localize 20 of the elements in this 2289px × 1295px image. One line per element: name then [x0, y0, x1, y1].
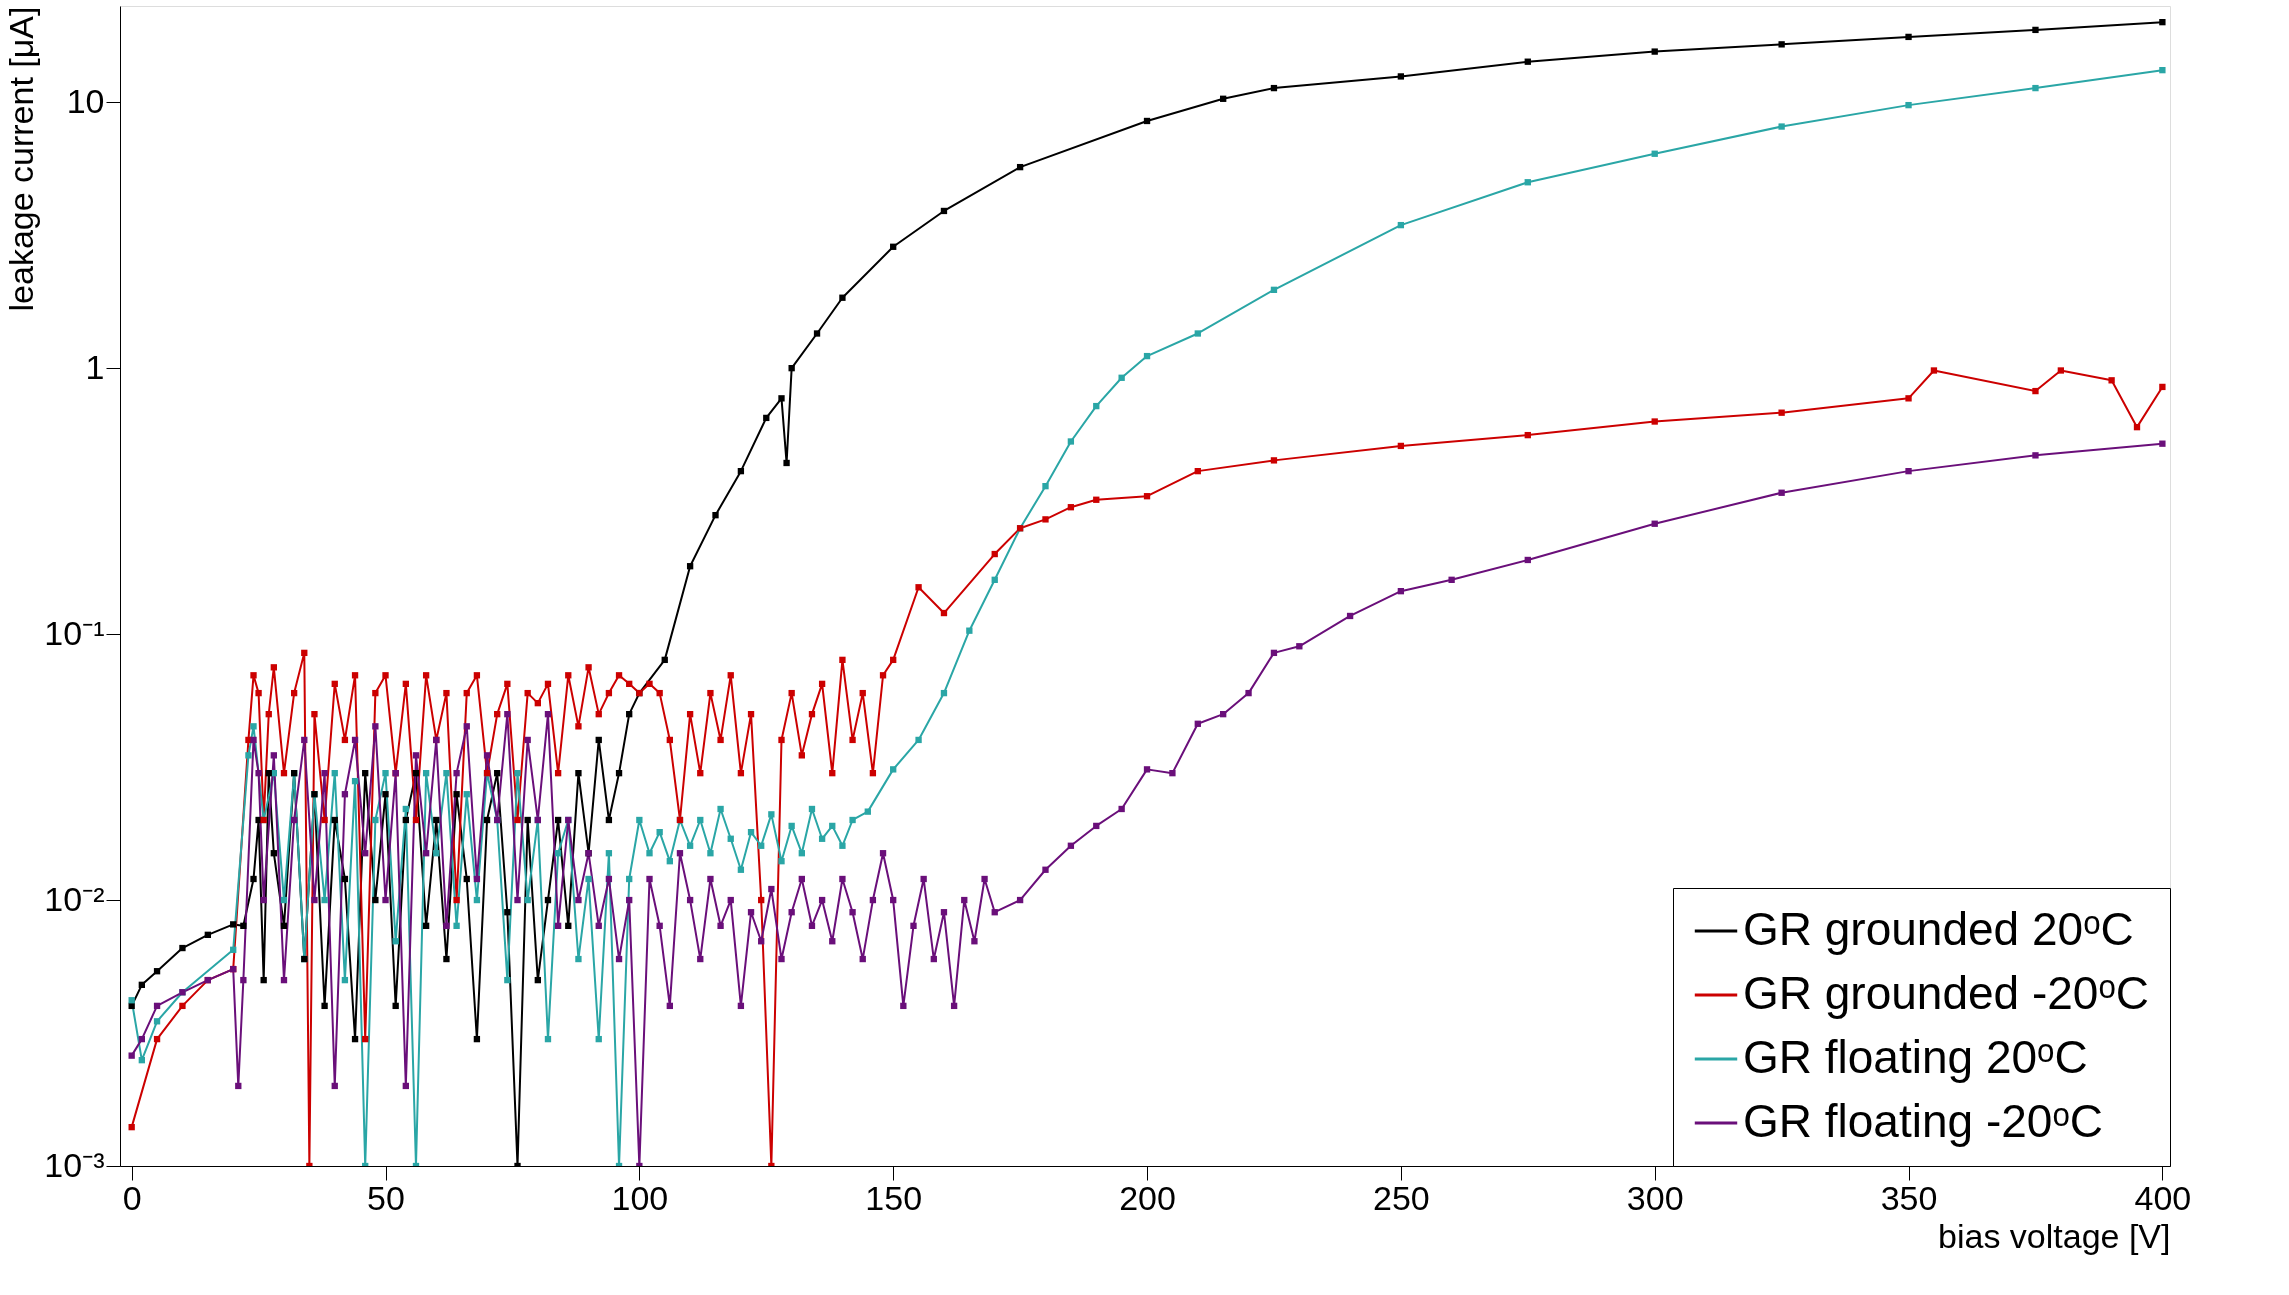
y-tick-label: 1: [85, 347, 105, 386]
x-tick-label: 350: [1880, 1178, 1938, 1217]
x-axis-title: bias voltage [V]: [1938, 1216, 2171, 1255]
y-tick-label: 10⁻¹: [44, 613, 105, 652]
y-axis-title: leakage current [μA]: [2, 6, 41, 312]
x-tick-label: 200: [1119, 1178, 1176, 1217]
x-tick-label: 250: [1373, 1178, 1430, 1217]
x-tick-label: 100: [611, 1178, 669, 1217]
x-tick-label: 0: [122, 1178, 142, 1217]
x-tick-label: 300: [1626, 1178, 1684, 1217]
legend-label: GR floating 20ᵒC: [1743, 1031, 2088, 1083]
x-tick-label: 50: [367, 1178, 405, 1217]
x-tick-label: 150: [865, 1178, 923, 1217]
legend-label: GR grounded -20ᵒC: [1743, 967, 2150, 1019]
legend-label: GR floating -20ᵒC: [1743, 1095, 2103, 1147]
y-tick-label: 10⁻²: [44, 879, 105, 918]
x-tick-label: 400: [2134, 1178, 2192, 1217]
y-tick-label: 10⁻³: [44, 1145, 105, 1184]
y-tick-label: 10: [66, 81, 105, 120]
legend-label: GR grounded 20ᵒC: [1743, 903, 2134, 955]
